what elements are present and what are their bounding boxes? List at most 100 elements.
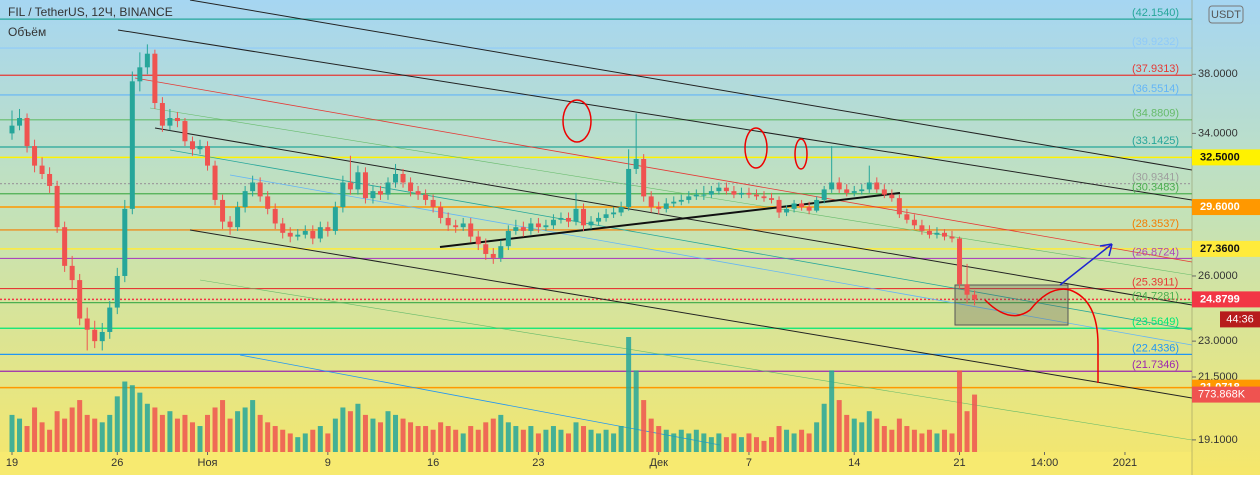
candle-body xyxy=(197,146,203,150)
candle-body xyxy=(460,223,466,228)
volume-bar xyxy=(520,429,526,452)
volume-bar xyxy=(896,418,902,452)
volume-bar xyxy=(701,433,707,452)
volume-bar xyxy=(347,411,353,452)
volume-bar xyxy=(851,418,857,452)
candle-body xyxy=(746,192,752,195)
level-box xyxy=(1192,291,1260,308)
volume-bar xyxy=(821,403,827,452)
volume-bar xyxy=(220,400,226,452)
level-label: (30.9341) xyxy=(1132,172,1179,184)
volume-bar xyxy=(69,407,75,452)
candle-body xyxy=(9,125,15,134)
x-tick-label: 19 xyxy=(6,457,18,469)
volume-bar xyxy=(814,422,820,452)
candle-body xyxy=(588,221,594,226)
volume-bar xyxy=(475,429,481,452)
volume-bar xyxy=(972,394,978,452)
volume-bar xyxy=(633,370,639,452)
volume-bar xyxy=(596,433,602,452)
candle-body xyxy=(934,232,940,235)
candle-body xyxy=(919,225,925,231)
volume-bar xyxy=(490,418,496,452)
candle-body xyxy=(859,189,865,192)
volume-bar xyxy=(370,418,376,452)
candle-body xyxy=(129,81,135,209)
candle-body xyxy=(250,182,256,192)
volume-bar xyxy=(24,426,30,452)
candle-body xyxy=(295,234,301,237)
candle-body xyxy=(174,117,180,122)
candle-body xyxy=(415,191,421,195)
candle-body xyxy=(596,217,602,222)
countdown-box xyxy=(1220,311,1260,328)
volume-bar xyxy=(671,433,677,452)
drawings xyxy=(117,0,1192,446)
volume-bar xyxy=(468,426,474,452)
volume-bar xyxy=(648,418,654,452)
volume-bar xyxy=(791,433,797,452)
volume-bar xyxy=(77,400,83,452)
level-label: 32.5000 xyxy=(1200,151,1240,163)
volume-bar xyxy=(189,422,195,452)
candle-body xyxy=(964,284,970,295)
level-label: (36.5514) xyxy=(1132,83,1179,95)
candle-body xyxy=(302,230,308,235)
candle-body xyxy=(220,199,226,222)
candle-body xyxy=(77,280,83,319)
level-label: 27.3600 xyxy=(1200,243,1240,255)
volume-bar xyxy=(197,426,203,452)
level-label: (42.1540) xyxy=(1132,7,1179,19)
y-tick-label: 19.1000 xyxy=(1198,434,1238,446)
volume-bar xyxy=(137,392,143,452)
candle-body xyxy=(347,182,353,190)
candle-body xyxy=(618,207,624,213)
volume-bar xyxy=(859,422,865,452)
level-label: (30.3483) xyxy=(1132,182,1179,194)
volume-bar xyxy=(543,429,549,452)
candle-body xyxy=(896,198,902,215)
candle-body xyxy=(272,208,278,224)
candle-body xyxy=(573,208,579,222)
volume-bar xyxy=(99,422,105,452)
level-box xyxy=(1192,240,1260,257)
volume-bar xyxy=(573,422,579,452)
volume-bar xyxy=(54,411,60,452)
volume-bar xyxy=(926,429,932,452)
candle-body xyxy=(182,121,188,142)
volume-bar xyxy=(408,422,414,452)
volume-bar xyxy=(92,418,98,452)
currency[interactable]: USDT xyxy=(1211,9,1241,21)
volume-bar xyxy=(32,407,38,452)
candle-body xyxy=(791,203,797,209)
candle-body xyxy=(167,117,173,126)
y-tick-label: 38.0000 xyxy=(1198,68,1238,80)
x-tick-label: 23 xyxy=(532,457,544,469)
candle-body xyxy=(453,225,459,228)
level-label: (37.9313) xyxy=(1132,63,1179,75)
volume-bar xyxy=(182,414,188,452)
volume-bar xyxy=(498,414,504,452)
candle-body xyxy=(152,53,158,104)
candle-body xyxy=(54,185,60,228)
candle-body xyxy=(671,201,677,204)
candle-body xyxy=(205,146,211,166)
volume-bar xyxy=(453,429,459,452)
volume-bar xyxy=(738,437,744,452)
x-axis-bg xyxy=(0,452,1192,475)
volume-bar xyxy=(881,426,887,452)
candle-body xyxy=(137,67,143,82)
currency-box[interactable] xyxy=(1208,5,1244,24)
level-label: (24.7281) xyxy=(1132,291,1179,303)
volume-bar xyxy=(911,429,917,452)
volume-bar xyxy=(235,411,241,452)
candle-body xyxy=(92,329,98,342)
volume-bar xyxy=(581,426,587,452)
volume-bar xyxy=(919,433,925,452)
volume-bar xyxy=(430,429,436,452)
y-tick-label: 23.0000 xyxy=(1198,335,1238,347)
volume-bar xyxy=(844,414,850,452)
x-tick-label: 14:00 xyxy=(1031,457,1059,469)
volume-bar xyxy=(17,418,23,452)
